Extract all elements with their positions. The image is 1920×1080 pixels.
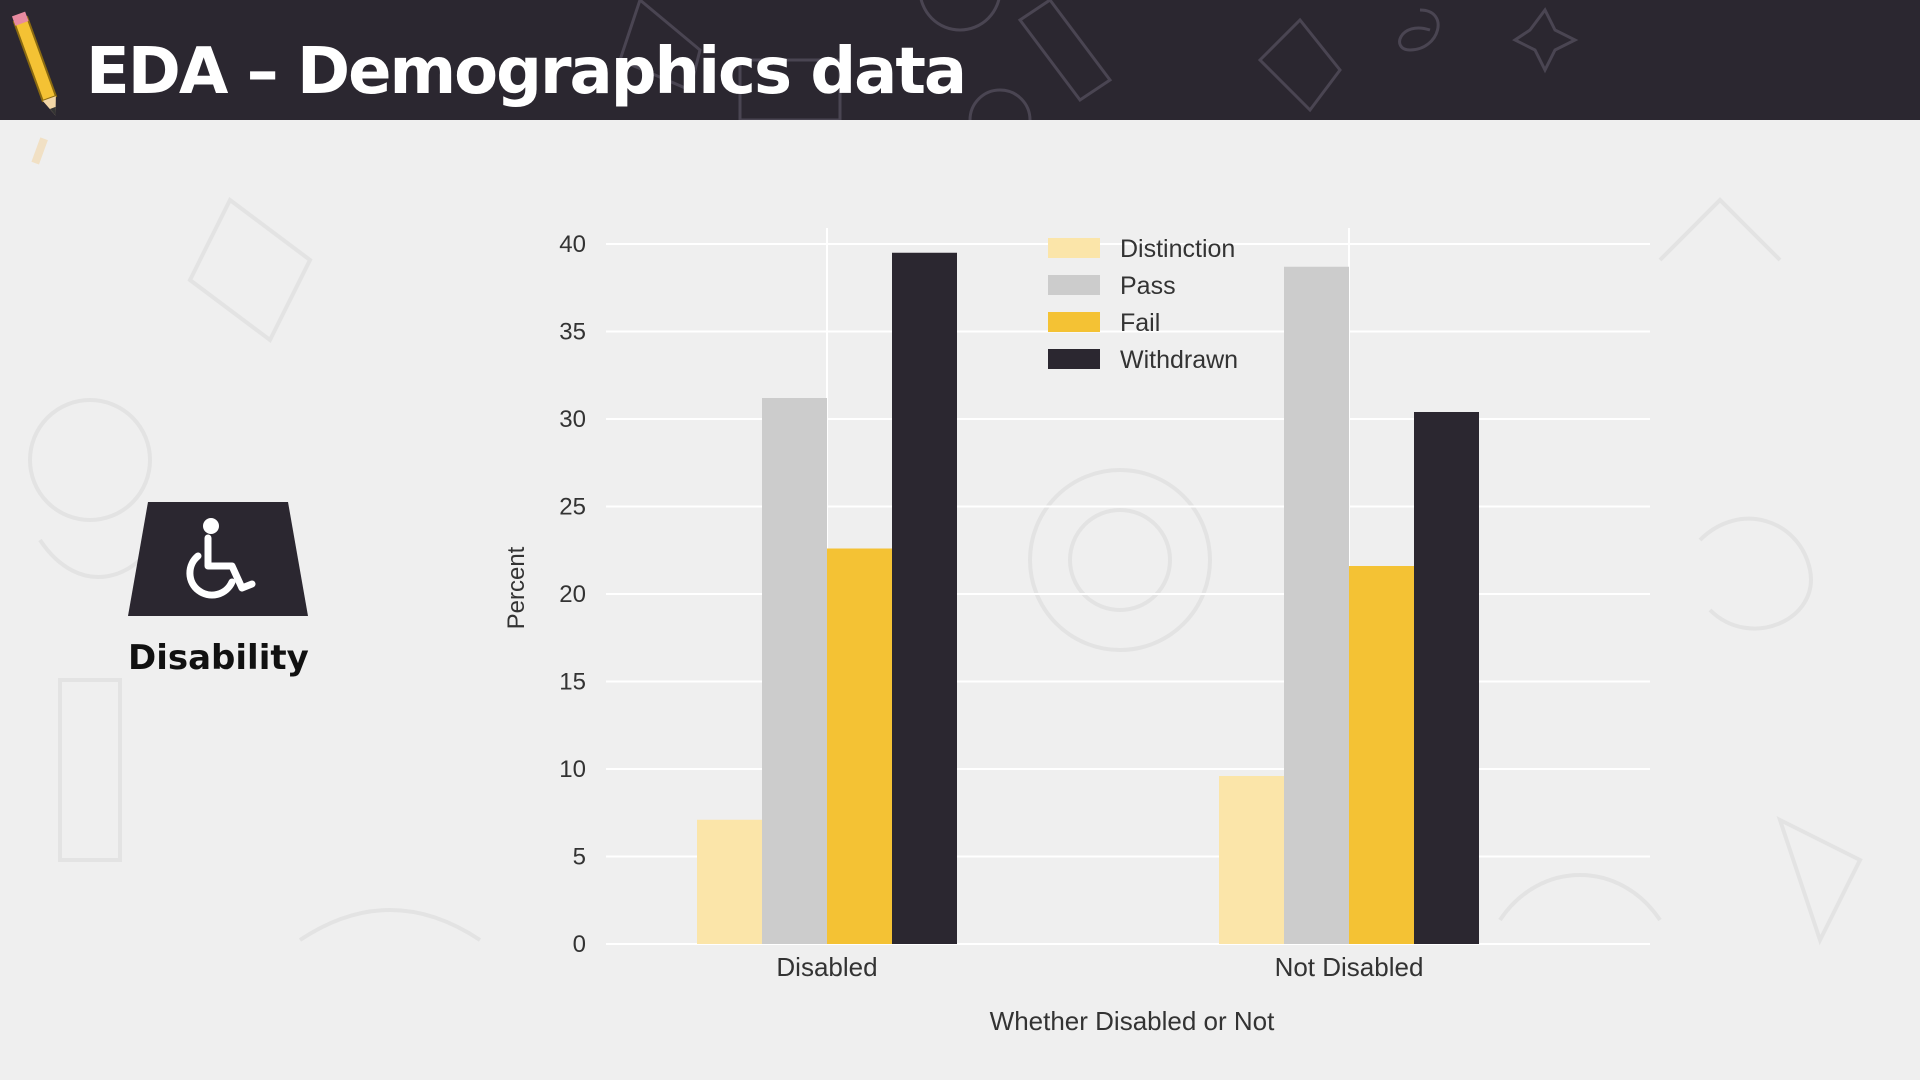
y-tick-labels: 0 5 10 15 20 25 30 35 40 — [559, 231, 586, 958]
header-doodle-pattern — [618, 0, 1579, 120]
y-tick-label: 25 — [559, 494, 586, 521]
y-tick-label: 0 — [573, 931, 586, 958]
category-label: Disability — [128, 638, 309, 678]
bar-distinction-not-disabled — [1219, 776, 1284, 944]
legend-swatch-fail — [1048, 312, 1100, 332]
y-tick-label: 10 — [559, 756, 586, 783]
legend-swatch-pass — [1048, 275, 1100, 295]
legend-label-withdrawn: Withdrawn — [1120, 346, 1238, 374]
bar-distinction-disabled — [697, 819, 762, 944]
chart-legend: Distinction Pass Fail Withdrawn — [1048, 235, 1238, 374]
y-axis-label: Percent — [503, 546, 530, 629]
legend-swatch-distinction — [1048, 238, 1100, 258]
bar-fail-disabled — [827, 548, 892, 944]
background-doodles — [28, 196, 1863, 946]
wheelchair-icon — [128, 502, 308, 616]
legend-swatch-withdrawn — [1048, 349, 1100, 369]
legend-label-distinction: Distinction — [1120, 235, 1235, 263]
bar-fail-not-disabled — [1349, 566, 1414, 944]
y-tick-label: 20 — [559, 581, 586, 608]
chart-bars — [697, 252, 1479, 944]
y-tick-label: 35 — [559, 319, 586, 346]
y-tick-label: 5 — [573, 844, 586, 871]
legend-label-fail: Fail — [1120, 309, 1160, 337]
header-bar: EDA – Demographics data — [0, 0, 1920, 120]
bar-pass-disabled — [762, 398, 827, 944]
y-tick-label: 15 — [559, 669, 586, 696]
bar-withdrawn-disabled — [892, 252, 957, 944]
bar-pass-not-disabled — [1284, 266, 1349, 944]
bar-withdrawn-not-disabled — [1414, 412, 1479, 944]
pencil-icon — [11, 11, 58, 165]
x-tick-label: Disabled — [776, 952, 877, 982]
bar-chart: 0 5 10 15 20 25 30 35 40 Disabled Not Disabled Pe… — [503, 228, 1650, 1036]
x-tick-label: Not Disabled — [1275, 952, 1424, 982]
y-tick-label: 40 — [559, 231, 586, 258]
x-axis-label: Whether Disabled or Not — [990, 1006, 1275, 1036]
legend-label-pass: Pass — [1120, 272, 1176, 300]
y-tick-label: 30 — [559, 406, 586, 433]
x-tick-labels: Disabled Not Disabled — [776, 952, 1423, 982]
slide-title: EDA – Demographics data — [86, 35, 967, 109]
